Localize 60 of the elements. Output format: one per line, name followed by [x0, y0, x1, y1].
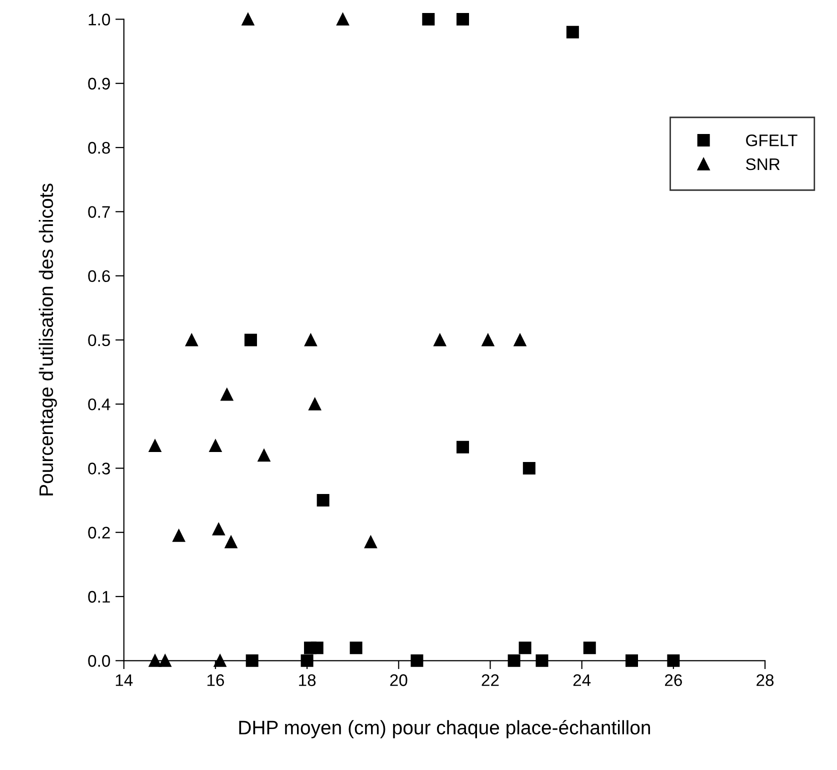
point [667, 654, 680, 667]
y-tick-label: 1.0 [88, 14, 110, 26]
point [583, 642, 596, 654]
point [212, 522, 225, 536]
point [456, 13, 470, 26]
point [224, 536, 238, 548]
point [522, 462, 536, 474]
x-tick-label: 14 [116, 674, 133, 686]
x-tick-label: 22 [482, 674, 499, 686]
point [336, 13, 350, 26]
point [300, 654, 314, 667]
y-tick-label: 0.8 [88, 142, 110, 154]
y-axis-title: Pourcentage d'utilisation des chicots [38, 184, 57, 496]
x-tick-label: 18 [299, 674, 316, 686]
point [350, 642, 362, 654]
point [316, 494, 330, 507]
point [185, 334, 198, 346]
point [244, 334, 257, 346]
point [566, 26, 579, 38]
point [258, 449, 270, 462]
y-tick-label: 0.2 [88, 526, 110, 539]
point [148, 654, 162, 667]
x-tick-label: 20 [390, 674, 408, 686]
point [434, 334, 446, 346]
y-tick-label: 0.7 [88, 206, 110, 218]
legend-label: GFELT [746, 134, 798, 146]
y-tick-label: 0.0 [88, 655, 110, 667]
point [508, 654, 520, 667]
point [364, 536, 377, 548]
point [310, 642, 324, 654]
point [518, 642, 532, 654]
point [514, 334, 526, 346]
point [536, 654, 548, 667]
point [304, 334, 317, 346]
point [246, 654, 258, 667]
y-tick-label: 0.4 [88, 398, 110, 410]
point [456, 440, 470, 454]
x-axis-title: DHP moyen (cm) pour chaque place-échantillon [239, 720, 650, 738]
point [220, 388, 234, 401]
x-tick-label: 16 [207, 674, 224, 686]
point [308, 398, 322, 410]
point [158, 654, 172, 667]
point [626, 654, 638, 667]
point [422, 13, 435, 26]
y-tick-label: 0.1 [88, 590, 110, 603]
y-tick-label: 0.6 [88, 270, 110, 282]
point [172, 529, 186, 542]
x-tick-label: 28 [756, 674, 774, 686]
point [148, 440, 162, 452]
y-tick-label: 0.9 [88, 78, 110, 90]
point [209, 440, 222, 452]
x-tick-label: 26 [664, 674, 682, 686]
y-tick-label: 0.5 [88, 334, 110, 346]
y-tick-label: 0.3 [88, 462, 110, 474]
point [482, 334, 494, 346]
point [214, 654, 226, 667]
legend-label: SNR [746, 158, 780, 170]
point [242, 13, 254, 26]
x-tick-label: 24 [573, 674, 591, 686]
point [410, 654, 424, 667]
